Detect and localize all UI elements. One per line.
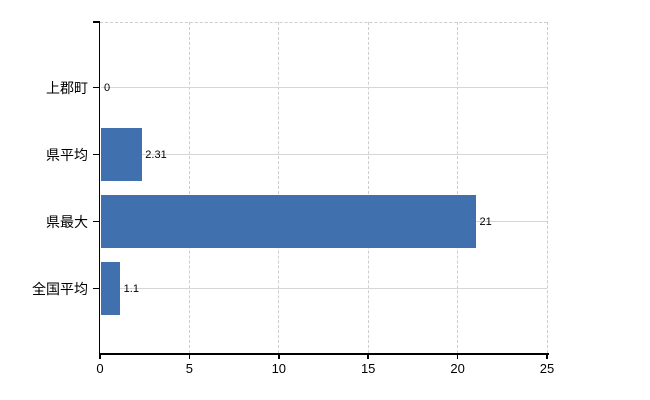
y-axis-label: 県最大	[46, 213, 88, 230]
x-axis-tick	[367, 353, 369, 359]
x-axis-tick-label: 0	[96, 361, 104, 376]
bar	[100, 195, 476, 248]
gridline-vertical	[546, 22, 548, 353]
bar-value-label: 0	[104, 81, 111, 94]
x-axis-tick	[188, 353, 191, 359]
gridline-vertical	[188, 22, 190, 353]
gridline-horizontal	[100, 288, 547, 289]
gridline-horizontal	[100, 154, 547, 155]
bar-value-label: 21	[479, 215, 492, 228]
x-axis-tick-label: 25	[539, 361, 555, 376]
plot-border-top	[100, 21, 547, 23]
x-axis-tick-label: 10	[271, 361, 287, 376]
y-axis-label: 全国平均	[32, 280, 88, 297]
gridline-vertical	[457, 22, 459, 353]
x-axis-tick-label: 5	[185, 361, 193, 376]
y-axis-tick	[93, 220, 100, 223]
y-axis-tick	[93, 153, 100, 156]
bar-value-label: 2.31	[145, 148, 167, 161]
x-axis-tick	[456, 353, 459, 359]
gridline-horizontal	[100, 87, 547, 88]
x-axis-tick	[99, 353, 101, 359]
gridline-vertical	[367, 22, 369, 353]
x-axis-tick	[546, 353, 548, 359]
y-axis-label: 県平均	[46, 146, 88, 163]
y-axis-tick	[93, 86, 100, 89]
bar	[100, 128, 142, 181]
bar	[100, 262, 121, 315]
bar-value-label: 1.1	[123, 282, 139, 295]
gridline-vertical	[278, 22, 280, 353]
y-axis-end-tick	[93, 21, 100, 23]
x-axis-tick-label: 15	[360, 361, 376, 376]
y-axis-tick	[93, 287, 100, 290]
x-axis-tick-label: 20	[450, 361, 465, 376]
x-axis-line	[98, 353, 549, 355]
x-axis-tick	[278, 353, 280, 359]
y-axis-label: 上郡町	[46, 79, 88, 96]
y-axis-line	[98, 22, 100, 353]
